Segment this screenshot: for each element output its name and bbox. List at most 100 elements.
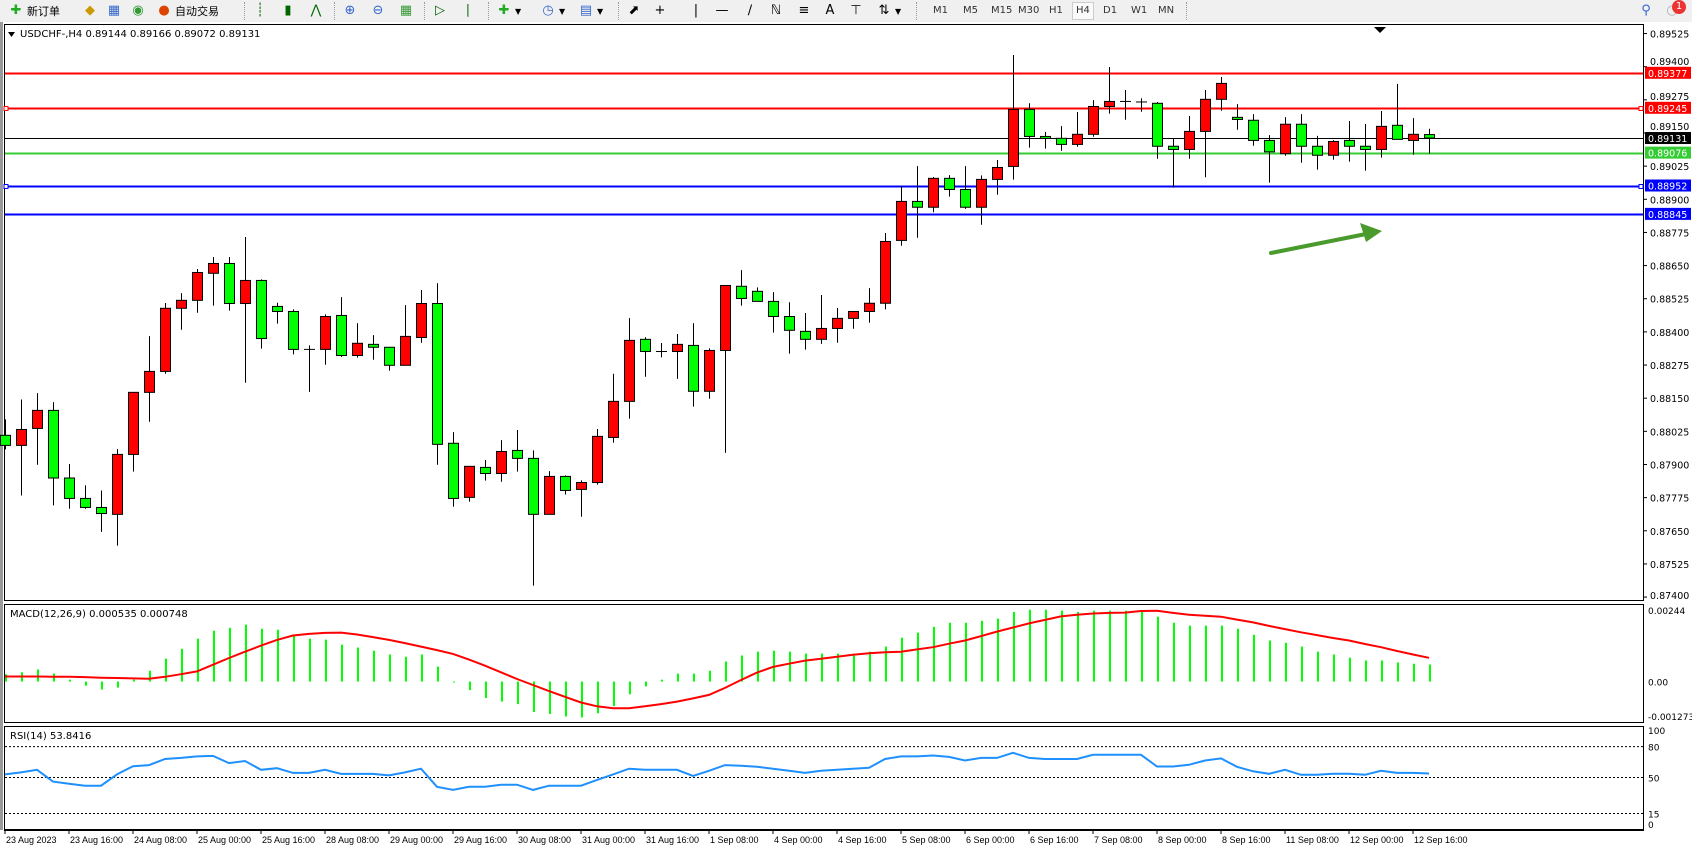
candlestick-button[interactable]: ▮ <box>280 2 296 20</box>
macd-histogram-bar <box>133 679 135 682</box>
macd-histogram-bar <box>277 629 279 682</box>
periods-icon: ◷ <box>542 3 554 18</box>
search-button[interactable]: ⚲ <box>1638 2 1654 20</box>
candle <box>640 337 651 377</box>
candle <box>992 160 1003 195</box>
tile-windows-button[interactable]: ▦ <box>398 2 414 20</box>
macd-histogram-bar <box>261 628 263 682</box>
candle <box>592 428 603 485</box>
candle-body <box>64 477 75 499</box>
timeframe-d1[interactable]: D1 <box>1103 5 1118 16</box>
candle <box>112 449 123 546</box>
text-label-button[interactable]: ⊤ <box>848 2 864 20</box>
macd-histogram-bar <box>581 681 583 718</box>
periods-button[interactable]: ◷ ▼ <box>540 2 565 20</box>
candle-body <box>80 497 91 508</box>
level-handle[interactable] <box>1638 184 1644 189</box>
macd-histogram-bar <box>1157 616 1159 682</box>
candle-body <box>1184 130 1195 150</box>
timeframe-m1[interactable]: M1 <box>933 5 948 16</box>
separator <box>488 2 490 20</box>
time-tick-label: 11 Sep 08:00 <box>1286 835 1339 845</box>
horizontal-line-button[interactable]: — <box>714 2 730 20</box>
candle-body <box>224 262 235 305</box>
chart-window[interactable]: 0.89525 0.89400 0.89275 0.89150 0.89025 0.889… <box>0 22 1692 852</box>
cursor-icon: ⬈ <box>628 3 640 18</box>
candle-body <box>864 302 875 312</box>
arrows-icon: ⇅ <box>878 3 890 18</box>
candle-body <box>0 434 11 446</box>
new-order-button[interactable]: ✚ 新订单 <box>8 2 60 20</box>
timeframe-h4[interactable]: H4 <box>1072 2 1094 20</box>
separator <box>618 2 620 20</box>
level-handle[interactable] <box>3 184 9 189</box>
macd-histogram-bar <box>869 651 871 682</box>
price-tick-label: 0.89400 <box>1650 57 1689 68</box>
macd-histogram-bar <box>293 635 295 682</box>
candle <box>416 289 427 343</box>
fibonacci-button[interactable]: ≡ <box>796 2 812 20</box>
candle <box>912 166 923 238</box>
candle <box>368 335 379 360</box>
auto-scroll-button[interactable]: ▷ <box>432 2 448 20</box>
macd-histogram-bar <box>85 681 87 686</box>
price-tag <box>1645 101 1691 114</box>
chart-shift-button[interactable]: ∣ <box>460 2 476 20</box>
chart-header-dropdown-icon[interactable] <box>8 32 15 37</box>
candle-body <box>96 506 107 515</box>
macd-histogram-bar <box>1173 622 1175 682</box>
notification-badge: 1 <box>1672 0 1686 14</box>
auto-trading-icon: ● <box>158 3 170 18</box>
time-tick-label: 23 Aug 2023 <box>6 835 57 845</box>
text-button[interactable]: A <box>822 2 838 20</box>
candle <box>560 475 571 495</box>
templates-button[interactable]: ▤ ▼ <box>578 2 603 20</box>
level-handle[interactable] <box>3 106 9 111</box>
cursor-button[interactable]: ⬈ <box>626 2 642 20</box>
candle-body <box>944 177 955 190</box>
chart-shift-marker[interactable] <box>1374 27 1386 33</box>
candle <box>624 318 635 419</box>
candle <box>352 323 363 358</box>
candle-body <box>704 349 715 392</box>
candle-body <box>608 400 619 438</box>
timeframe-h1[interactable]: H1 <box>1049 5 1063 16</box>
candle <box>928 177 939 213</box>
market-watch-button[interactable]: ◆ <box>82 2 98 20</box>
candlestick-series <box>0 55 1435 586</box>
candle <box>576 480 587 517</box>
signals-icon: ◉ <box>132 3 144 18</box>
macd-histogram-bar <box>213 630 215 682</box>
notification-button[interactable]: ○ 1 <box>1664 0 1686 20</box>
candle <box>16 399 27 496</box>
candle-body <box>288 310 299 350</box>
zoom-out-button[interactable]: ⊖ <box>370 2 386 20</box>
timeframe-m5[interactable]: M5 <box>963 5 978 16</box>
data-window-button[interactable]: ▦ <box>106 2 122 20</box>
level-handle[interactable] <box>1638 106 1644 111</box>
line-chart-button[interactable]: ⋀ <box>308 2 324 20</box>
macd-histogram-bar <box>933 626 935 682</box>
macd-histogram-bar <box>1221 625 1223 682</box>
trendline-button[interactable]: ∕ <box>742 2 758 20</box>
candle <box>48 402 59 506</box>
arrows-button[interactable]: ⇅ ▼ <box>876 2 902 20</box>
candle <box>880 232 891 310</box>
indicators-button[interactable]: ✚ ▼ <box>496 2 522 20</box>
equidistant-channel-button[interactable]: ℕ <box>768 2 784 20</box>
timeframe-m15[interactable]: M15 <box>991 5 1013 16</box>
macd-histogram-bar <box>997 618 999 682</box>
auto-trading-button[interactable]: ● 自动交易 <box>156 2 219 20</box>
timeframe-w1[interactable]: W1 <box>1131 5 1148 16</box>
zoom-in-button[interactable]: ⊕ <box>342 2 358 20</box>
timeframe-m30[interactable]: M30 <box>1018 5 1040 16</box>
candle-body <box>688 344 699 392</box>
signals-button[interactable]: ◉ <box>130 2 146 20</box>
vertical-line-button[interactable]: | <box>688 2 704 20</box>
candle-body <box>1392 124 1403 140</box>
bar-chart-button[interactable]: ┊ <box>252 2 268 20</box>
candle-body <box>1040 135 1051 139</box>
crosshair-button[interactable]: + <box>652 2 668 20</box>
timeframe-mn[interactable]: MN <box>1158 5 1175 16</box>
candle-body <box>256 279 267 340</box>
